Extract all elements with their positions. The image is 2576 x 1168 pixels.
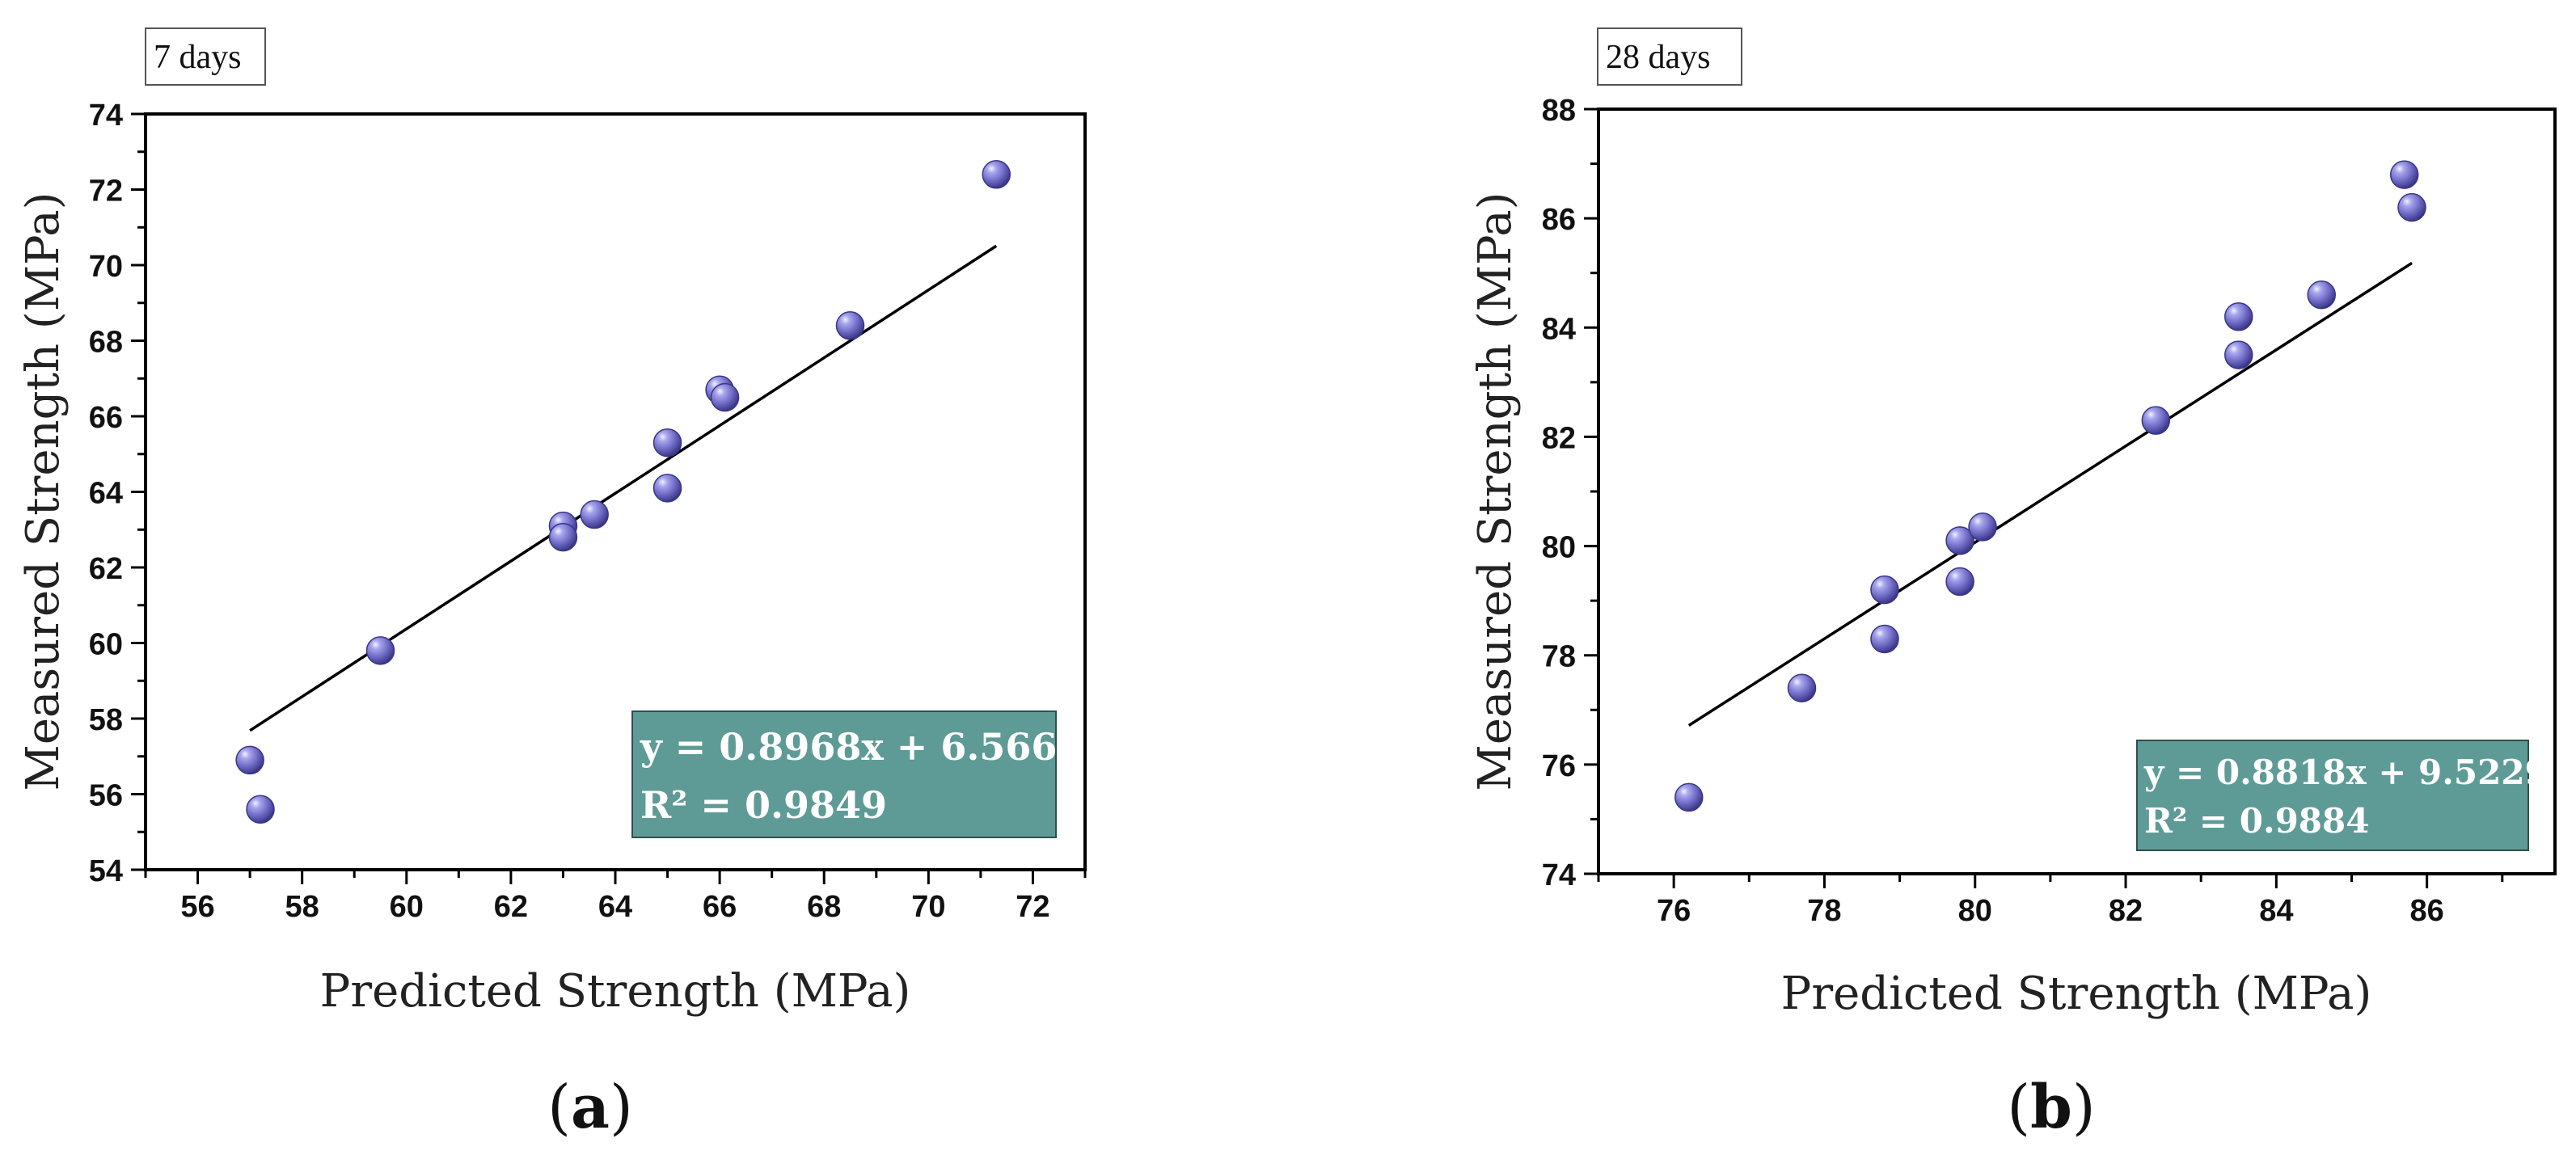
x-tick-label: 66 (703, 890, 737, 924)
data-point (1787, 673, 1817, 703)
x-tick-label: 82 (2109, 894, 2143, 928)
x-axis-title: Predicted Strength (MPa) (320, 965, 911, 1018)
y-tick-label: 56 (89, 779, 123, 813)
data-point (2224, 302, 2253, 331)
regression-equation: y = 0.8818x + 9.5229 (2143, 753, 2549, 792)
x-axis-title: Predicted Strength (MPa) (1781, 968, 2372, 1020)
y-tick-label: 66 (89, 401, 123, 435)
y-tick-label: 58 (89, 703, 123, 737)
data-point (652, 474, 682, 503)
panel-label: (b) (2007, 1073, 2096, 1142)
annotation-box (631, 710, 1057, 838)
r-squared: R² = 0.9849 (640, 783, 887, 827)
data-point (580, 500, 609, 529)
x-tick-label: 70 (911, 890, 945, 924)
panel-letter: b (2030, 1073, 2072, 1142)
tag-box (1597, 27, 1742, 86)
y-tick-label: 86 (1542, 203, 1576, 237)
y-tick-label: 54 (89, 854, 123, 888)
y-tick-label: 78 (1542, 640, 1576, 674)
annotation-box (2136, 740, 2529, 851)
y-tick-label: 70 (89, 250, 123, 284)
x-tick-label: 60 (390, 890, 424, 924)
y-axis-title: Measured Strength (MPa) (17, 192, 70, 791)
data-point (652, 428, 682, 458)
y-tick-label: 88 (1542, 94, 1576, 128)
data-point (2389, 160, 2419, 189)
x-tick-label: 86 (2410, 894, 2444, 928)
data-point (365, 636, 395, 665)
x-tick-label: 56 (180, 890, 214, 924)
y-tick-label: 64 (89, 477, 123, 511)
data-point (548, 522, 578, 552)
plot-frame (144, 112, 1087, 871)
fit-line (1687, 261, 2413, 727)
regression-equation: y = 0.8968x + 6.566 (640, 725, 1057, 769)
chart-28-days: 28 days 76 78 80 82 84 86 74 76 78 80 82 84 86 88 y =… (1469, 27, 2557, 1142)
x-tick-label: 62 (494, 890, 528, 924)
y-axis-title: Measured Strength (MPa) (1469, 192, 1522, 791)
panel-label: (a) (547, 1073, 633, 1142)
y-tick-label: 80 (1542, 531, 1576, 565)
chart-7-days: 7 days 56 58 60 62 64 66 68 70 72 54 56 58 60 62 64 66 6… (17, 27, 1087, 1142)
tag-box (145, 27, 266, 86)
chart-tag: 7 days (154, 39, 242, 76)
x-tick-label: 76 (1657, 894, 1691, 928)
data-point (2307, 280, 2336, 310)
data-point (1945, 567, 1974, 597)
data-point (1945, 526, 1974, 555)
data-point (835, 311, 865, 340)
x-tick-label: 68 (807, 890, 841, 924)
data-point (2141, 406, 2171, 435)
data-point (1870, 624, 1899, 654)
data-point (2397, 192, 2426, 222)
data-point (1870, 575, 1899, 605)
panel-letter: a (571, 1073, 610, 1142)
chart-tag: 28 days (1606, 39, 1711, 76)
data-point (246, 795, 275, 824)
x-tick-label: 84 (2259, 894, 2293, 928)
y-tick-label: 82 (1542, 421, 1576, 455)
data-point (710, 382, 740, 412)
fit-line (249, 244, 998, 732)
y-tick-label: 72 (89, 175, 123, 209)
x-tick-label: 80 (1958, 894, 1992, 928)
data-point (982, 160, 1011, 189)
plot-frame (1597, 108, 2557, 875)
y-tick-label: 74 (89, 99, 123, 133)
y-tick-label: 62 (89, 552, 123, 586)
data-point (1674, 782, 1704, 812)
data-point (1968, 512, 1997, 542)
x-tick-label: 58 (285, 890, 319, 924)
r-squared: R² = 0.9884 (2144, 801, 2369, 841)
y-tick-label: 68 (89, 326, 123, 360)
y-tick-label: 74 (1542, 858, 1576, 892)
y-tick-label: 76 (1542, 749, 1576, 783)
y-tick-label: 60 (89, 628, 123, 662)
x-tick-label: 78 (1807, 894, 1841, 928)
x-tick-label: 72 (1016, 890, 1049, 924)
x-tick-label: 64 (598, 890, 632, 924)
y-tick-label: 84 (1542, 312, 1576, 346)
data-point (2224, 340, 2253, 369)
regression-annotation: y = 0.8968x + 6.566 R² = 0.9849 (631, 710, 1057, 838)
data-point (235, 745, 264, 775)
regression-annotation: y = 0.8818x + 9.5229 R² = 0.9884 (2136, 740, 2549, 851)
